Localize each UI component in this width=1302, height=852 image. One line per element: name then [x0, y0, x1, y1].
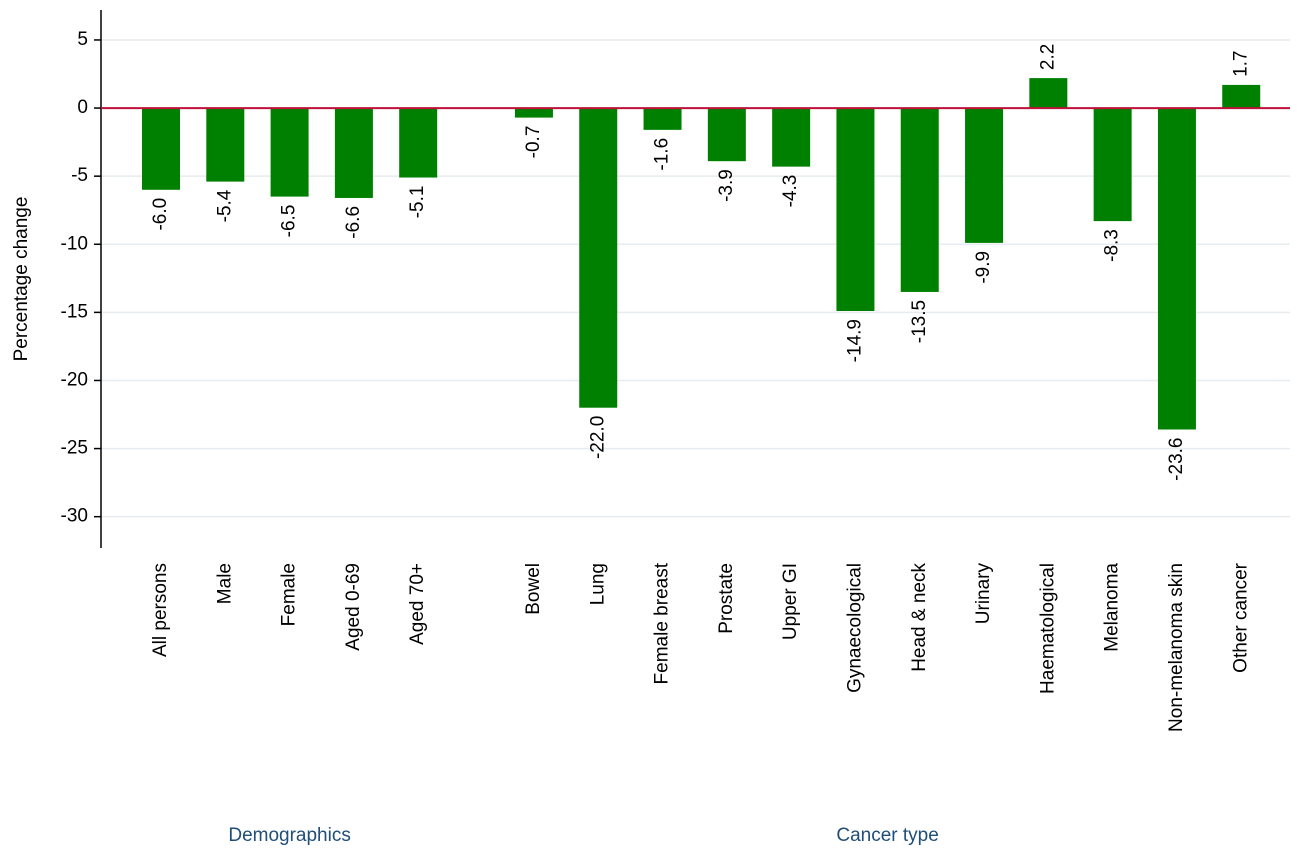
value-label: -14.9: [844, 319, 865, 362]
y-tick-label: -20: [61, 369, 88, 390]
x-tick-label: Female: [279, 563, 300, 626]
x-tick-label: Non-melanoma skin: [1166, 563, 1187, 732]
bar: [514, 108, 553, 118]
y-tick-label: 0: [77, 97, 88, 118]
bar: [772, 108, 811, 167]
value-label: 1.7: [1230, 50, 1251, 76]
group-label: Cancer type: [836, 825, 938, 846]
y-tick-label: -30: [61, 506, 88, 527]
y-axis-label: Percentage change: [11, 197, 32, 362]
y-tick-label: 5: [77, 29, 88, 50]
x-tick-label: Melanoma: [1102, 563, 1123, 652]
x-tick-label: Urinary: [973, 563, 994, 625]
bar: [900, 108, 939, 292]
value-label: -0.7: [523, 126, 544, 159]
bar: [206, 108, 245, 182]
bar: [965, 108, 1004, 243]
bar: [707, 108, 746, 162]
y-tick-label: -10: [61, 233, 88, 254]
y-tick-label: -5: [71, 165, 88, 186]
value-label: -6.6: [343, 206, 364, 239]
y-tick-label: -15: [61, 301, 88, 322]
value-label: -22.0: [587, 416, 608, 459]
bar: [334, 108, 373, 198]
bar: [142, 108, 180, 190]
x-tick-label: Female breast: [652, 562, 673, 684]
x-tick-label: Haematological: [1037, 563, 1058, 694]
bar: [579, 108, 618, 408]
value-label: -23.6: [1166, 438, 1187, 481]
bar: [1093, 108, 1132, 222]
value-label: -6.5: [279, 205, 300, 238]
x-tick-label: Male: [214, 563, 235, 604]
bar: [399, 108, 438, 178]
bar: [1157, 108, 1196, 430]
value-label: -5.1: [407, 186, 428, 219]
x-tick-label: Bowel: [523, 563, 544, 615]
x-tick-label: Aged 70+: [407, 563, 428, 645]
x-tick-label: Other cancer: [1230, 562, 1251, 672]
value-label: -3.9: [716, 169, 737, 202]
value-label: 2.2: [1037, 44, 1058, 70]
value-label: -1.6: [652, 138, 673, 171]
x-tick-label: Prostate: [716, 563, 737, 634]
x-tick-label: Gynaecological: [844, 563, 865, 693]
y-tick-label: -25: [61, 438, 88, 459]
value-label: -5.4: [214, 189, 235, 222]
bar: [270, 108, 309, 197]
x-tick-label: Lung: [587, 563, 608, 605]
value-label: -13.5: [909, 300, 930, 343]
bar: [643, 108, 682, 130]
value-label: -8.3: [1102, 229, 1123, 262]
x-tick-label: Upper GI: [780, 563, 801, 640]
value-label: -6.0: [150, 198, 171, 231]
x-tick-label: Aged 0-69: [343, 563, 364, 651]
group-label: Demographics: [228, 825, 351, 846]
x-tick-label: Head & neck: [909, 563, 930, 672]
value-label: -4.3: [780, 175, 801, 208]
bar: [1029, 78, 1068, 109]
x-tick-label: All persons: [150, 563, 171, 657]
bar: [836, 108, 875, 312]
bar: [1222, 84, 1261, 109]
value-label: -9.9: [973, 251, 994, 284]
